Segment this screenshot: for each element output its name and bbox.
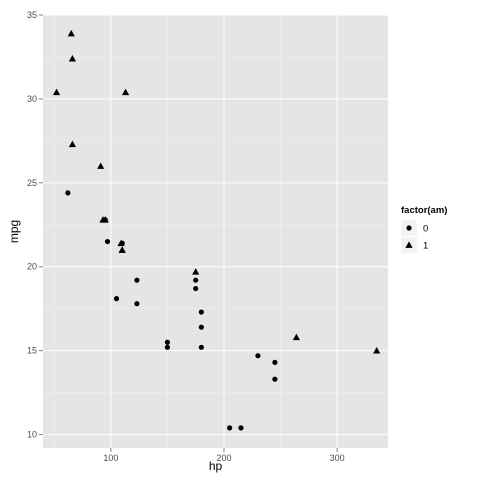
x-tick-label: 200 [216,453,231,463]
data-point-circle [227,425,233,431]
x-axis-ticks: 100 200 300 [103,448,345,463]
x-tick-label: 300 [330,453,345,463]
y-axis-ticks: 10 15 20 25 30 35 [27,10,43,440]
legend: factor(am) 01 [400,205,447,254]
data-point-circle [238,425,244,431]
y-tick-label: 20 [27,262,37,272]
data-point-circle [193,285,199,292]
data-point-triangle [373,347,381,354]
data-point-triangle [101,216,109,223]
data-point-circle [113,296,120,302]
data-point-circle [255,353,261,359]
y-tick-label: 25 [27,178,37,188]
data-point-triangle [68,55,77,62]
data-point-triangle [52,88,61,96]
legend-label: 1 [423,241,428,252]
major-gridlines [43,14,388,448]
data-point-circle [198,309,204,315]
y-tick-label: 10 [27,430,37,440]
data-point-triangle [97,162,105,169]
data-point-triangle [68,140,77,148]
legend-entries: 01 [400,219,428,254]
legend-triangle-icon [405,241,413,248]
data-point-circle [193,277,199,283]
data-point-circle [104,238,111,245]
data-point-triangle [118,246,126,253]
data-point-triangle [292,333,300,341]
y-tick-label: 15 [27,346,37,356]
data-point-circle [272,376,278,382]
data-point-circle [164,344,171,350]
legend-label: 0 [423,224,428,235]
y-tick-label: 30 [27,94,37,104]
y-tick-label: 35 [27,10,37,20]
data-point-circle [134,277,140,283]
plot-panel [43,15,388,448]
data-points [52,29,381,431]
legend-circle-icon [406,225,412,231]
data-point-circle [272,359,278,366]
minor-gridlines [43,15,388,448]
x-axis-title: hp [209,459,223,473]
legend-title: factor(am) [401,205,447,216]
data-point-circle [198,344,204,350]
data-point-triangle [117,239,125,247]
data-point-triangle [192,268,200,275]
y-axis-title: mpg [7,220,21,243]
data-point-circle [198,324,204,330]
data-point-circle [134,301,140,307]
data-point-triangle [67,29,75,37]
x-tick-label: 100 [103,453,118,463]
data-point-circle [164,339,171,345]
data-point-triangle [121,88,130,96]
data-point-circle [65,190,71,196]
